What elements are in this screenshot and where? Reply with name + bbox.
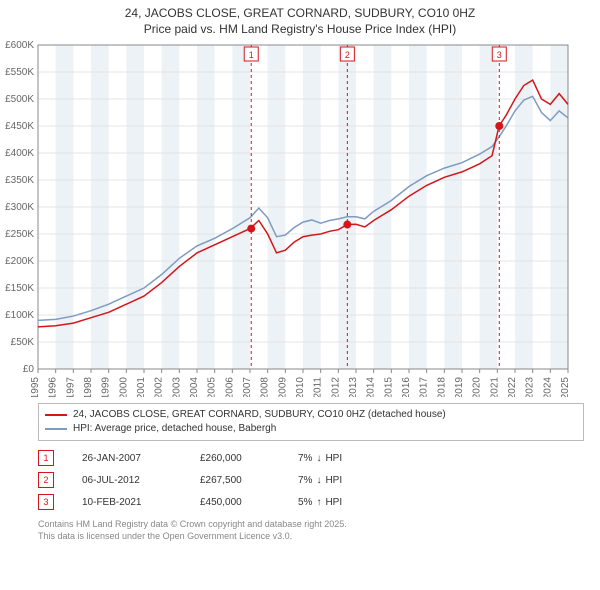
y-tick-label: £150K	[5, 283, 34, 294]
sale-dot	[495, 122, 503, 130]
x-tick-label: 2022	[507, 377, 518, 397]
sale-dot	[247, 225, 255, 233]
y-tick-label: £300K	[5, 202, 34, 213]
x-tick-label: 2018	[436, 377, 447, 397]
x-tick-label: 2005	[207, 377, 218, 397]
y-tick-label: £50K	[11, 337, 35, 348]
sales-table: 1 26-JAN-2007 £260,000 7%↓HPI 2 06-JUL-2012 £2…	[38, 447, 584, 513]
x-tick-label: 2010	[295, 377, 306, 397]
x-tick-label: 2002	[154, 377, 165, 397]
sale-row: 1 26-JAN-2007 £260,000 7%↓HPI	[38, 447, 584, 469]
legend-label: 24, JACOBS CLOSE, GREAT CORNARD, SUDBURY…	[73, 408, 446, 422]
x-tick-label: 1996	[48, 377, 59, 397]
x-tick-label: 2019	[454, 377, 465, 397]
sale-date: 06-JUL-2012	[82, 475, 172, 486]
y-tick-label: £200K	[5, 256, 34, 267]
sale-row: 2 06-JUL-2012 £267,500 7%↓HPI	[38, 469, 584, 491]
x-tick-label: 2004	[189, 377, 200, 397]
y-tick-label: £350K	[5, 175, 34, 186]
sale-date: 10-FEB-2021	[82, 497, 172, 508]
x-tick-label: 2012	[330, 377, 341, 397]
price-chart: £0 £50K £100K £150K £200K £250K £300K £350K £400…	[0, 37, 584, 397]
y-tick-label: £450K	[5, 121, 34, 132]
title-sub: Price paid vs. HM Land Registry's House …	[0, 22, 600, 38]
sale-marker-box: 3	[38, 494, 54, 510]
x-tick-label: 2015	[383, 377, 394, 397]
sale-date: 26-JAN-2007	[82, 453, 172, 464]
y-tick-label: £250K	[5, 229, 34, 240]
legend-label: HPI: Average price, detached house, Babe…	[73, 422, 276, 436]
x-tick-label: 2020	[472, 377, 483, 397]
x-tick-label: 2003	[171, 377, 182, 397]
x-tick-label: 2007	[242, 377, 253, 397]
sale-marker-label: 2	[345, 50, 350, 60]
x-tick-label: 1997	[65, 377, 76, 397]
legend-swatch	[45, 414, 67, 416]
y-tick-label: £0	[23, 364, 35, 375]
sale-marker-label: 1	[249, 50, 254, 60]
y-tick-label: £400K	[5, 148, 34, 159]
sale-price: £267,500	[200, 475, 270, 486]
footer: Contains HM Land Registry data © Crown c…	[38, 519, 584, 542]
x-tick-label: 1999	[101, 377, 112, 397]
sale-marker-box: 1	[38, 450, 54, 466]
y-tick-label: £600K	[5, 40, 34, 51]
sale-marker-box: 2	[38, 472, 54, 488]
x-tick-label: 2024	[542, 377, 553, 397]
legend-row: 24, JACOBS CLOSE, GREAT CORNARD, SUDBURY…	[45, 408, 577, 422]
x-tick-label: 2001	[136, 377, 147, 397]
chart-container: 24, JACOBS CLOSE, GREAT CORNARD, SUDBURY…	[0, 0, 600, 543]
x-tick-label: 1995	[30, 377, 41, 397]
sale-delta: 7%↓HPI	[298, 453, 388, 464]
x-tick-label: 2021	[489, 377, 500, 397]
footer-line-2: This data is licensed under the Open Gov…	[38, 531, 584, 543]
x-tick-label: 2011	[313, 377, 324, 397]
legend-swatch	[45, 428, 67, 430]
sale-row: 3 10-FEB-2021 £450,000 5%↑HPI	[38, 491, 584, 513]
y-tick-label: £550K	[5, 67, 34, 78]
legend-row: HPI: Average price, detached house, Babe…	[45, 422, 577, 436]
sale-price: £260,000	[200, 453, 270, 464]
x-tick-label: 2013	[348, 377, 359, 397]
x-tick-label: 2025	[560, 377, 571, 397]
sale-price: £450,000	[200, 497, 270, 508]
x-tick-label: 2016	[401, 377, 412, 397]
x-tick-label: 2000	[118, 377, 129, 397]
y-tick-label: £500K	[5, 94, 34, 105]
x-tick-label: 2009	[277, 377, 288, 397]
titles: 24, JACOBS CLOSE, GREAT CORNARD, SUDBURY…	[0, 0, 600, 37]
x-tick-label: 1998	[83, 377, 94, 397]
x-tick-label: 2017	[419, 377, 430, 397]
sale-dot	[343, 221, 351, 229]
sale-delta: 5%↑HPI	[298, 497, 388, 508]
sale-marker-label: 3	[497, 50, 502, 60]
x-tick-label: 2008	[260, 377, 271, 397]
x-tick-label: 2006	[224, 377, 235, 397]
x-tick-label: 2023	[525, 377, 536, 397]
title-main: 24, JACOBS CLOSE, GREAT CORNARD, SUDBURY…	[0, 6, 600, 22]
legend: 24, JACOBS CLOSE, GREAT CORNARD, SUDBURY…	[38, 403, 584, 441]
sale-delta: 7%↓HPI	[298, 475, 388, 486]
x-tick-label: 2014	[366, 377, 377, 397]
y-tick-label: £100K	[5, 310, 34, 321]
footer-line-1: Contains HM Land Registry data © Crown c…	[38, 519, 584, 531]
